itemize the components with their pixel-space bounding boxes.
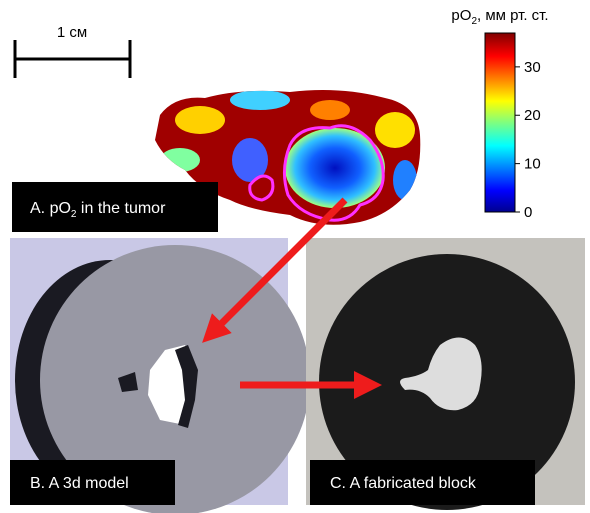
- colorbar-scale: [485, 33, 515, 212]
- label-part: in the tumor: [76, 200, 166, 217]
- label-part: A. pO: [30, 200, 71, 217]
- panel-label: C. A fabricated block: [330, 475, 477, 492]
- title-part: , мм рт. ст.: [477, 7, 549, 24]
- colorbar-tick-label: 0: [524, 204, 532, 221]
- scale-bar: 1 см: [15, 24, 130, 78]
- scale-label: 1 см: [57, 24, 87, 41]
- title-part: pO: [451, 7, 471, 24]
- panel-label: B. A 3d model: [30, 475, 129, 492]
- colorbar-tick-label: 20: [524, 107, 541, 124]
- figure: 1 см pO2, мм рт. ст. 0 10 20 30 A. pO: [0, 0, 590, 513]
- colorbar-tick-label: 10: [524, 156, 541, 173]
- colorbar: pO2, мм рт. ст. 0 10 20 30: [451, 7, 548, 221]
- colorbar-title: pO2, мм рт. ст.: [451, 7, 548, 27]
- colorbar-tick-label: 30: [524, 59, 541, 76]
